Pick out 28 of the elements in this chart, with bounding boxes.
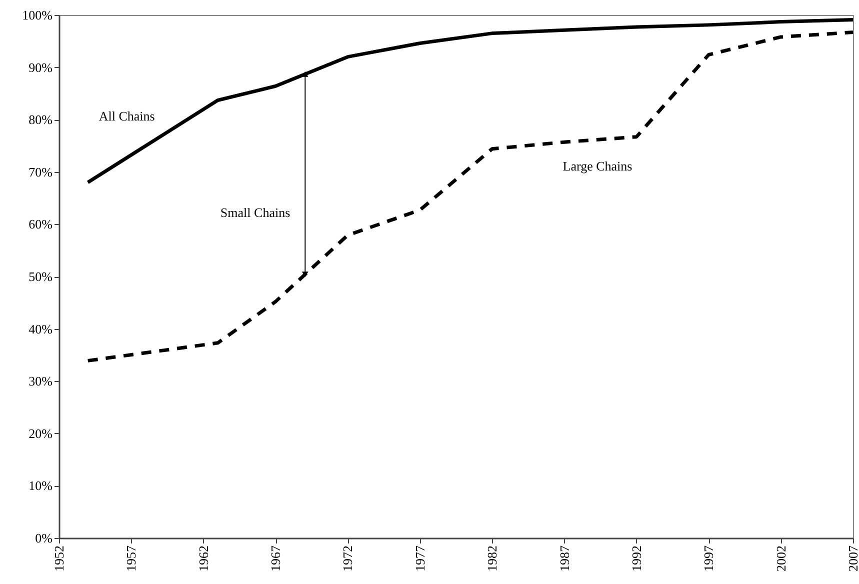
y-tick-label: 90% [28, 60, 53, 75]
x-tick-label: 2002 [773, 546, 788, 572]
y-tick-label: 30% [28, 374, 53, 389]
y-tick-label: 80% [28, 112, 53, 128]
y-tick-label: 0% [35, 530, 53, 546]
x-tick-label: 1977 [412, 545, 428, 572]
y-tick-label: 70% [28, 164, 53, 180]
x-tick-label: 1987 [556, 545, 572, 572]
line-series [86, 18, 855, 184]
x-tick-label: 1982 [484, 546, 500, 572]
series-label: All Chains [98, 108, 155, 124]
y-tick-label: 60% [28, 216, 53, 232]
y-tick-label: 10% [28, 478, 53, 494]
x-tick-label: 1952 [52, 546, 66, 572]
series-label: Large Chains [562, 158, 632, 174]
y-tick-label: 20% [28, 426, 53, 441]
line-series [86, 30, 855, 362]
x-tick-label: 1957 [124, 545, 139, 572]
y-tick-label: 50% [28, 269, 53, 284]
x-tick-label: 1972 [340, 546, 356, 572]
x-tick-label: 2007 [846, 545, 859, 572]
x-tick-label: 1962 [196, 546, 211, 572]
annotation: Small Chains [220, 205, 290, 220]
x-tick-label: 1967 [268, 545, 284, 572]
y-tick-label: 40% [28, 321, 53, 336]
y-tick-label: 100% [22, 8, 53, 22]
x-tick-label: 1997 [701, 545, 716, 572]
x-tick-label: 1992 [628, 546, 644, 572]
